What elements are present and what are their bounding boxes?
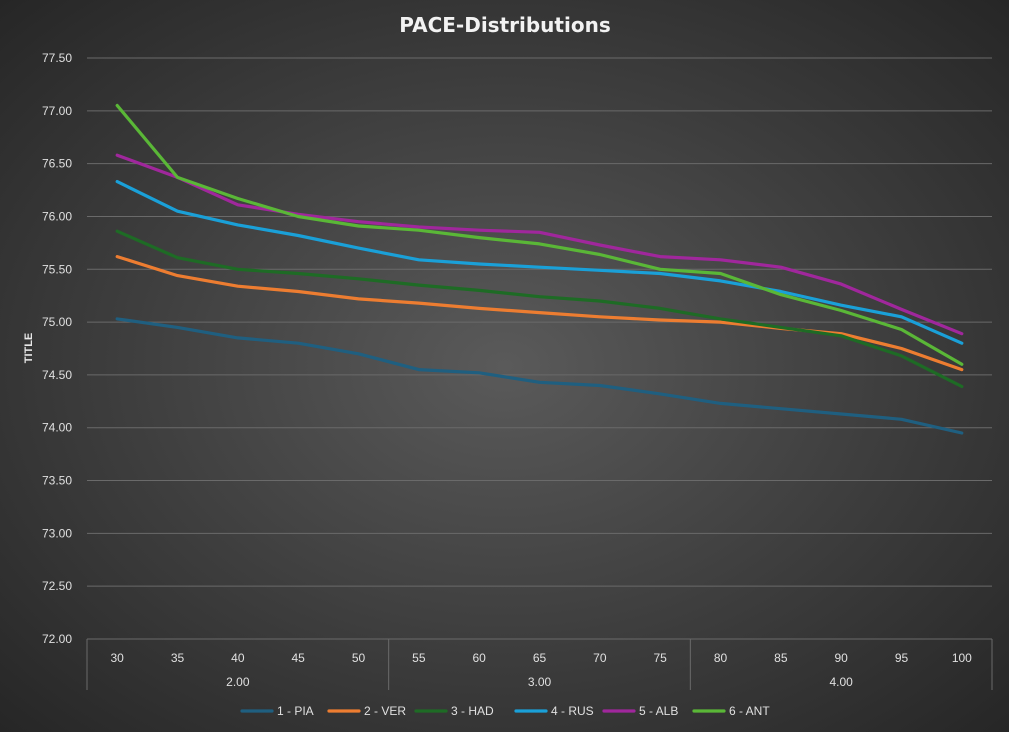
x-tick-label: 35: [171, 651, 185, 665]
legend-label: 5 - ALB: [639, 704, 678, 718]
x-tick-label: 70: [593, 651, 607, 665]
x-group-label: 4.00: [829, 675, 853, 689]
series-line-5: [115, 153, 964, 336]
legend-label: 1 - PIA: [277, 704, 314, 718]
chart-title: PACE-Distributions: [399, 13, 610, 37]
x-tick-label: 45: [291, 651, 305, 665]
x-group-label: 3.00: [528, 675, 552, 689]
y-tick-label: 76.50: [42, 157, 72, 171]
x-tick-label: 85: [774, 651, 788, 665]
legend-label: 4 - RUS: [551, 704, 594, 718]
x-tick-label: 60: [472, 651, 486, 665]
y-tick-label: 75.00: [42, 315, 72, 329]
x-axis: 30 35 40 45 50 55 60 65 70 75 80 85 90 95 100 2.00 3.00 4…: [86, 639, 993, 690]
y-axis-label: TITLE: [23, 333, 35, 364]
y-tick-label: 73.50: [42, 474, 72, 488]
x-group-label: 2.00: [226, 675, 250, 689]
y-tick-label: 77.00: [42, 104, 72, 118]
legend-label: 3 - HAD: [451, 704, 494, 718]
series-line-4: [115, 180, 964, 345]
series-lines: [115, 103, 964, 435]
y-tick-labels: 72.00 72.50 73.00 73.50 74.00 74.50 75.00 75.50…: [42, 51, 72, 646]
y-tick-label: 74.00: [42, 421, 72, 435]
y-tick-label: 73.00: [42, 526, 72, 540]
y-tick-label: 75.50: [42, 262, 72, 276]
series-line-3: [115, 229, 964, 389]
y-tick-label: 76.00: [42, 209, 72, 223]
x-tick-label: 50: [352, 651, 366, 665]
x-tick-label: 55: [412, 651, 426, 665]
x-tick-label: 30: [110, 651, 124, 665]
legend: 1 - PIA 2 - VER 3 - HAD 4 - RUS 5 - ALB 6 - A…: [240, 704, 770, 718]
y-tick-label: 77.50: [42, 51, 72, 65]
x-tick-label: 75: [653, 651, 667, 665]
series-line-1: [115, 317, 964, 435]
y-tick-label: 74.50: [42, 368, 72, 382]
legend-label: 2 - VER: [364, 704, 406, 718]
legend-label: 6 - ANT: [729, 704, 770, 718]
y-tick-label: 72.00: [42, 632, 72, 646]
x-tick-label: 65: [533, 651, 547, 665]
x-tick-label: 100: [952, 651, 972, 665]
x-tick-label: 40: [231, 651, 245, 665]
gridlines: [87, 57, 992, 640]
x-tick-label: 80: [714, 651, 728, 665]
y-tick-label: 72.50: [42, 579, 72, 593]
x-tick-label: 90: [834, 651, 848, 665]
series-line-2: [115, 255, 964, 372]
x-tick-label: 95: [895, 651, 909, 665]
series-line-6: [115, 103, 964, 366]
